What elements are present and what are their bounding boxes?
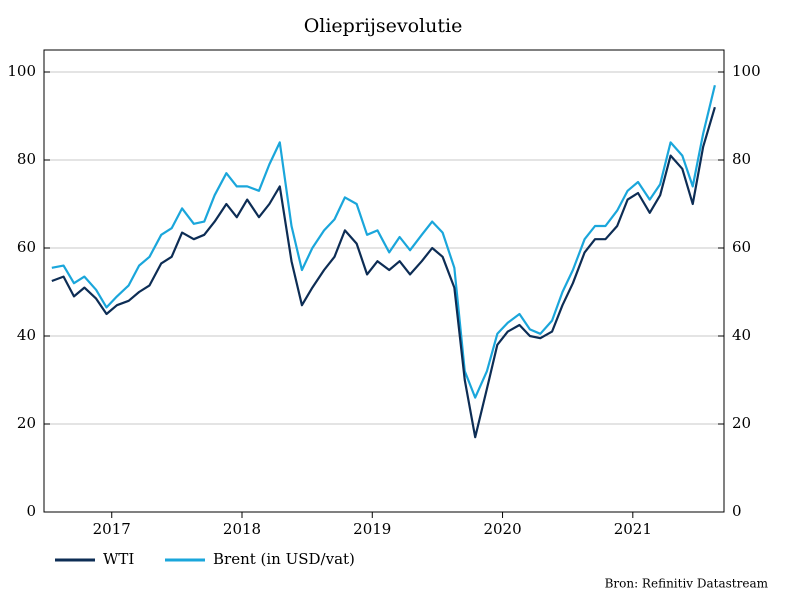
x-tick-label: 2019 bbox=[353, 520, 391, 538]
y2-tick-label: 80 bbox=[732, 150, 751, 168]
x-tick-label: 2021 bbox=[614, 520, 652, 538]
y-tick-label: 80 bbox=[17, 150, 36, 168]
y-tick-label: 40 bbox=[17, 326, 36, 344]
y2-tick-label: 0 bbox=[732, 502, 742, 520]
chart-title: Olieprijsevolutie bbox=[304, 15, 463, 37]
y-tick-label: 0 bbox=[26, 502, 36, 520]
x-tick-label: 2017 bbox=[93, 520, 131, 538]
series-line bbox=[51, 84, 716, 399]
y2-tick-label: 60 bbox=[732, 238, 751, 256]
legend-label: WTI bbox=[103, 550, 134, 568]
plot-frame bbox=[43, 49, 725, 513]
y2-tick-label: 100 bbox=[732, 62, 761, 80]
legend-label: Brent (in USD/vat) bbox=[213, 550, 355, 568]
source: Bron: Refinitiv Datastream bbox=[605, 577, 769, 591]
series-line bbox=[51, 106, 716, 439]
y-tick-label: 100 bbox=[7, 62, 36, 80]
y-tick-label: 20 bbox=[17, 414, 36, 432]
y2-tick-label: 40 bbox=[732, 326, 751, 344]
x-tick-label: 2020 bbox=[483, 520, 521, 538]
y-tick-label: 60 bbox=[17, 238, 36, 256]
x-tick-label: 2018 bbox=[223, 520, 261, 538]
y2-tick-label: 20 bbox=[732, 414, 751, 432]
